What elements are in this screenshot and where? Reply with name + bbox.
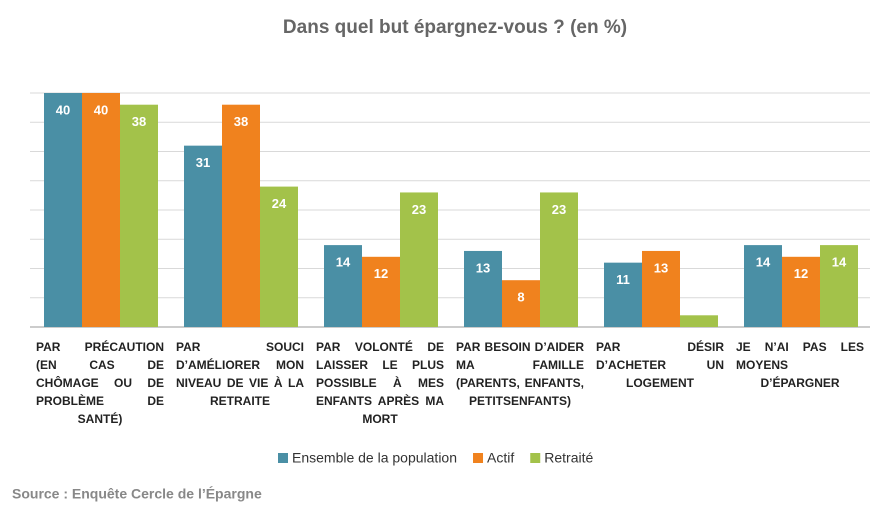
bar: [260, 186, 298, 327]
bar: [680, 315, 718, 327]
bar: [604, 262, 642, 327]
x-tick-label: PAR DÉSIR D’ACHETER UN LOGEMENT: [596, 340, 724, 390]
legend-swatch: [473, 453, 484, 463]
bar: [642, 250, 680, 327]
x-tick-label: JE N’AI PAS LES MOYENS D’ÉPARGNER: [736, 340, 864, 390]
data-label: 13: [654, 260, 668, 275]
data-label: 38: [132, 114, 146, 129]
bar: [782, 256, 820, 327]
bar: [120, 104, 158, 327]
data-label: 38: [234, 114, 248, 129]
bar: [362, 256, 400, 327]
x-tick-label: PAR SOUCI D’AMÉLIORER MON NIVEAU DE VIE …: [176, 340, 304, 408]
data-label: 31: [196, 155, 210, 170]
bar: [82, 93, 120, 327]
data-label: 12: [374, 266, 388, 281]
bar: [540, 192, 578, 327]
bar: [44, 93, 82, 327]
data-label: 12: [794, 266, 808, 281]
bar: [464, 250, 502, 327]
data-label: 40: [56, 102, 70, 117]
bar: [324, 245, 362, 327]
data-label: 14: [832, 255, 847, 270]
data-label: 11: [616, 272, 630, 287]
legend-label: Retraité: [544, 450, 593, 466]
legend-swatch: [278, 453, 288, 463]
legend-label: Ensemble de la population: [292, 450, 457, 466]
bar: [744, 245, 782, 327]
legend-swatch: [530, 453, 541, 463]
legend-label: Actif: [487, 450, 514, 466]
source: Source : Enquête Cercle de l’Épargne: [12, 486, 262, 502]
bar: [400, 192, 438, 327]
bar: [184, 145, 222, 327]
data-label: 23: [552, 202, 566, 217]
data-label: 23: [412, 202, 426, 217]
data-label: 14: [756, 255, 771, 270]
bar: [820, 245, 858, 327]
chart-title: Dans quel but épargnez-vous ? (en %): [283, 17, 627, 38]
data-label: 14: [336, 255, 351, 270]
data-label: 13: [476, 260, 490, 275]
data-label: 8: [517, 290, 524, 305]
data-label: 24: [272, 196, 287, 211]
bar: [222, 104, 260, 327]
data-label: 40: [94, 102, 108, 117]
bar: [502, 280, 540, 327]
x-tick-label: PAR PRÉCAUTION (EN CAS DE CHÔMAGE OU DE …: [36, 340, 164, 426]
x-tick-label: PAR VOLONTÉ DE LAISSER LE PLUS POSSIBLE …: [316, 340, 444, 426]
x-tick-label: PAR BESOIN D’AIDER MA FAMILLE (PARENTS, …: [456, 340, 584, 408]
